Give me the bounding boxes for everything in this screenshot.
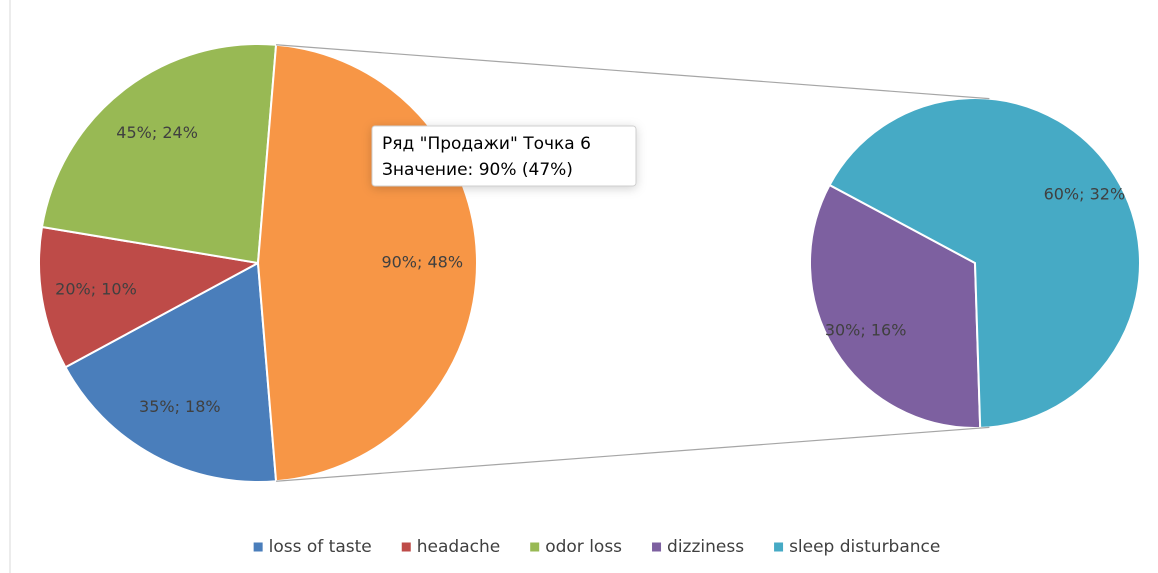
tooltip-line: Ряд "Продажи" Точка 6 [382,134,591,154]
data-label: 45%; 24% [116,123,198,142]
legend-swatch [774,542,784,552]
legend: loss of taste headache odor loss dizziness s… [253,537,940,557]
connector-line [276,426,990,482]
pie-slice [809,183,982,429]
legend-swatch [530,542,540,552]
data-label: 30%; 16% [825,320,907,339]
tooltip-line: Значение: 90% (47%) [382,160,573,180]
plot-area: 35%; 18% 20%; 10% 45%; 24% 90%; 48% 30%; 16%… [38,43,1141,483]
data-label: 90%; 48% [381,253,463,272]
legend-swatch [253,542,263,552]
pie-slice [38,225,262,369]
legend-label: loss of taste [269,537,372,557]
legend-label: headache [417,537,500,557]
data-label: 20%; 10% [55,280,137,299]
connector-line [276,44,990,100]
tooltip-box [371,125,637,187]
legend-label: sleep disturbance [789,537,940,557]
legend-label: odor loss [545,537,622,557]
legend-label: dizziness [667,537,744,557]
data-label: 35%; 18% [139,397,221,416]
pie-slice [64,261,278,483]
legend-swatch [401,542,411,552]
tooltip: Ряд "Продажи" Точка 6 Значение: 90% (47%… [371,125,637,187]
pie-slice [828,97,1141,429]
legend-swatch [652,542,662,552]
pie-slice [40,43,278,265]
data-label: 60%; 32% [1044,185,1126,204]
